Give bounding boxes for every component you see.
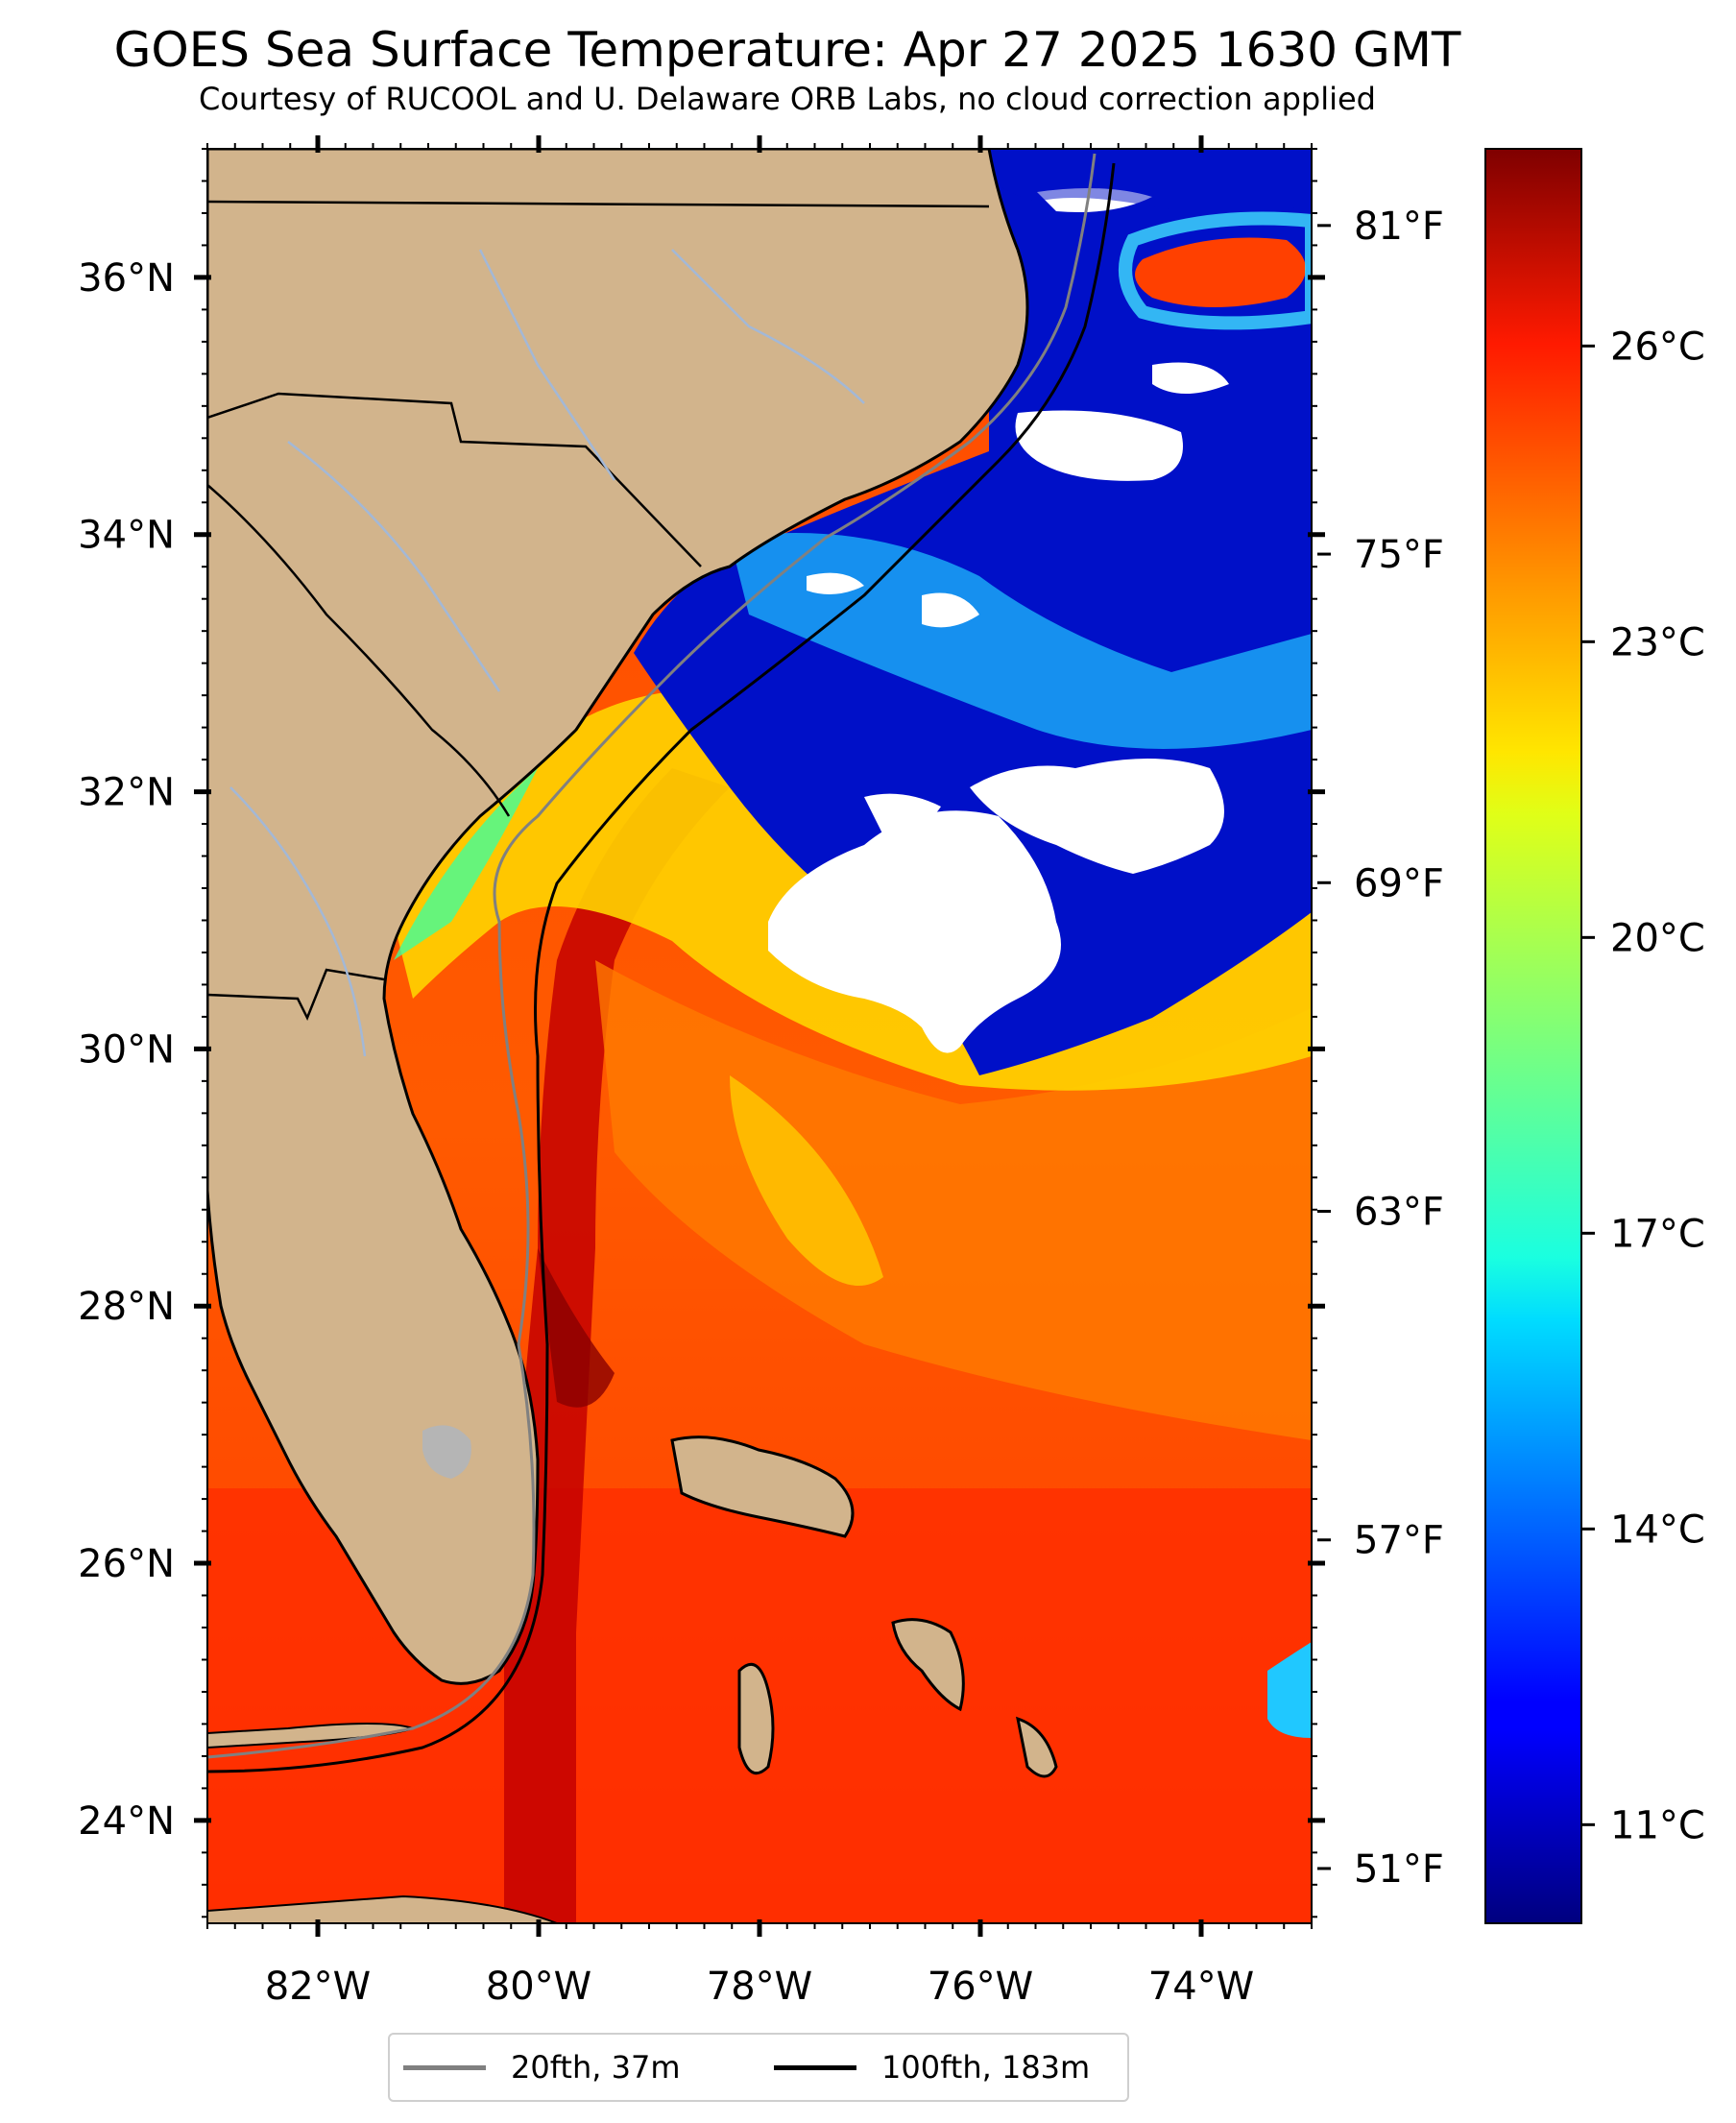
cloud-mask-east (970, 759, 1224, 874)
map-axes: 82°W 80°W 78°W 76°W 74°W 24°N 26°N 28°N 30°N 32°N… (78, 135, 1325, 2009)
fahrenheit-tick-label: 51°F (1354, 1847, 1444, 1892)
river-4 (671, 249, 865, 404)
lat-tick-label: 28°N (78, 1285, 175, 1329)
celsius-tick-label: 14°C (1610, 1508, 1705, 1552)
cloud-mask-north-2 (1152, 362, 1229, 394)
cloud-mask-north-4 (807, 572, 864, 594)
legend-label-20fth: 20fth, 37m (511, 2049, 681, 2086)
lon-tick-label: 82°W (265, 1965, 371, 2009)
lat-tick-label: 36°N (78, 256, 175, 301)
map-title: GOES Sea Surface Temperature: Apr 27 202… (113, 22, 1461, 78)
cold-water-top (989, 149, 1312, 211)
legend-item-100fth: 100fth, 183m (774, 2035, 1090, 2100)
land-exuma (1016, 1716, 1058, 1778)
lat-tick-label: 30°N (78, 1027, 175, 1072)
river-3 (229, 786, 367, 1057)
lon-tick-label: 76°W (928, 1965, 1033, 2009)
isobath-legend: 20fth, 37m 100fth, 183m (388, 2033, 1129, 2102)
lat-tick-label: 34°N (78, 514, 175, 558)
border-sc-ga (207, 484, 511, 817)
cloud-mask-north-3 (1015, 410, 1183, 481)
yellow-filament (730, 1075, 883, 1286)
land-us-mainland (207, 149, 1029, 1685)
cyan-patch-se (1267, 1642, 1312, 1738)
cloud-mask-large (768, 810, 1061, 1053)
fahrenheit-tick-label: 63°F (1354, 1191, 1444, 1235)
legend-swatch-100fth (774, 2064, 856, 2070)
celsius-tick-label: 26°C (1610, 325, 1705, 369)
lon-tick-label: 74°W (1148, 1965, 1254, 2009)
cyan-filament (730, 533, 1312, 749)
border-va-nc (207, 200, 990, 208)
fahrenheit-tick-label: 69°F (1354, 861, 1444, 905)
lat-tick-label: 26°N (78, 1542, 175, 1586)
isobath-20fth (207, 153, 1097, 1759)
celsius-tick-label: 20°C (1610, 916, 1705, 960)
lat-tick-label: 24°N (78, 1799, 175, 1844)
legend-item-20fth: 20fth, 37m (403, 2035, 680, 2100)
lon-tick-label: 78°W (707, 1965, 812, 2009)
river-2 (287, 441, 501, 692)
eddy-ring (1119, 211, 1312, 330)
gulf-stream-core (504, 768, 730, 1923)
legend-swatch-20fth (403, 2064, 486, 2070)
fahrenheit-tick-label: 75°F (1354, 533, 1444, 577)
colorbar (1484, 148, 1582, 1924)
celsius-tick-label: 23°C (1610, 620, 1705, 664)
cloud-mask-north-5 (922, 592, 979, 628)
land-andros (737, 1662, 775, 1775)
celsius-tick-label: 17°C (1610, 1212, 1705, 1256)
fahrenheit-tick-label: 81°F (1354, 205, 1444, 249)
fahrenheit-tick-label: 57°F (1354, 1519, 1444, 1563)
isobath-100fth (207, 162, 1116, 1773)
warm-eddy-north (1135, 237, 1306, 307)
gulf-stream-hotspot (538, 1248, 615, 1408)
river-1 (478, 249, 616, 481)
map-subtitle: Courtesy of RUCOOL and U. Delaware ORB L… (199, 81, 1376, 117)
green-nearshore-band (394, 768, 538, 960)
lat-tick-label: 32°N (78, 771, 175, 815)
celsius-tick-label: 11°C (1610, 1803, 1705, 1847)
land-bahamas-north (670, 1435, 855, 1538)
map-area (207, 149, 1312, 1923)
colorbar-ticks: 11°C 14°C 17°C 20°C 23°C 26°C 51°F 57°F 63°F 69°F… (1317, 205, 1705, 1892)
legend-label-100fth: 100fth, 183m (881, 2049, 1091, 2086)
cloud-mask-small (864, 793, 941, 835)
land-eleuthera (891, 1618, 965, 1712)
lon-tick-label: 80°W (486, 1965, 591, 2009)
lake-okeechobee (422, 1425, 471, 1479)
border-ga-fl (207, 968, 385, 1022)
